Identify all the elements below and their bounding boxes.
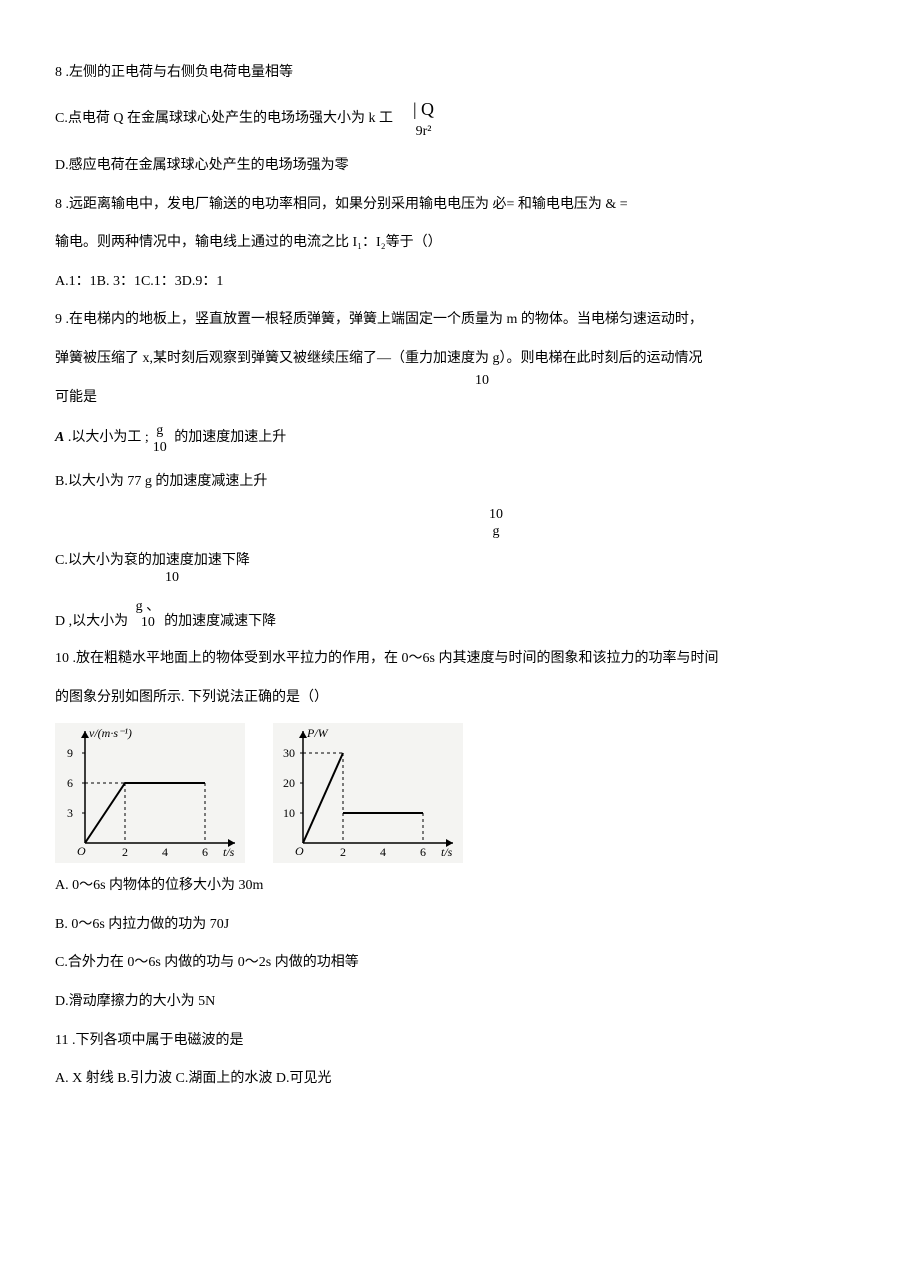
svg-text:4: 4 <box>380 845 386 859</box>
svg-text:6: 6 <box>67 776 73 790</box>
frac-bot: 10 <box>136 615 161 632</box>
q9-opt-a: A .以大小为工 ; g 10 的加速度加速上升 <box>55 423 865 457</box>
svg-text:v/(m·s⁻¹): v/(m·s⁻¹) <box>89 726 132 740</box>
q11-options: A. X 射线 B.引力波 C.湖面上的水波 D.可见光 <box>55 1066 865 1093</box>
q9-stem-3: 可能是 <box>55 385 865 412</box>
frac-top: | Q <box>413 99 434 121</box>
frac-g-10-a: g 10 <box>153 423 167 457</box>
svg-text:2: 2 <box>340 845 346 859</box>
q8-options: A.1：1B. 3：1C.1：3D.9：1 <box>55 269 865 296</box>
svg-text:3: 3 <box>67 806 73 820</box>
svg-text:10: 10 <box>283 806 295 820</box>
q10-stem-2: 的图象分别如图所示. 下列说法正确的是（） <box>55 685 865 712</box>
svg-text:6: 6 <box>420 845 426 859</box>
frac-top: 10 <box>489 507 503 524</box>
opt-c-text: C.以大小为袞的加速度加速下降 <box>55 553 250 568</box>
frac-top: g 、 <box>136 599 161 616</box>
opt-c-10: 10 <box>55 570 179 585</box>
q9-stem-2b: 10 <box>475 368 489 395</box>
frac-bot: 10 <box>153 440 167 457</box>
q9-opt-b: B.以大小为 77 g 的加速度减速上升 <box>55 469 865 496</box>
q8-stem-2: 输电。则两种情况中，输电线上通过的电流之比 I₁：I₂等于（） <box>55 230 865 257</box>
svg-text:O: O <box>295 844 304 858</box>
svg-text:t/s: t/s <box>441 845 453 859</box>
svg-text:9: 9 <box>67 746 73 760</box>
opt-d-text1: D ,以大小为 <box>55 613 132 628</box>
opt-d-text2: 的加速度减速下降 <box>164 613 276 628</box>
power-time-chart: 10 20 30 2 4 6 O P/W t/s <box>273 723 463 863</box>
q10-opt-b: B. 0～6s 内拉力做的功为 70J <box>55 912 865 939</box>
q8-stem-1: 8 .远距离输电中，发电厂输送的电功率相同，如果分别采用输电电压为 必= 和输电… <box>55 192 865 219</box>
q10-stem-1: 10 .放在粗糙水平地面上的物体受到水平拉力的作用，在 0～6s 内其速度与时间… <box>55 646 865 673</box>
q9-frac-10g: 10 g <box>55 507 865 541</box>
frac-10-g: 10 g <box>489 507 503 541</box>
velocity-time-chart: 3 6 9 2 4 6 O v/(m·s⁻¹) t/s <box>55 723 245 863</box>
line-c-text: C.点电荷 Q 在金属球球心处产生的电场场强大小为 k 工 <box>55 106 393 133</box>
charts-container: 3 6 9 2 4 6 O v/(m·s⁻¹) t/s <box>55 723 865 863</box>
q9-stem-2a: 弹簧被压缩了 x,某时刻后观察到弹簧又被继续压缩了—（重力加速度为 g）。则电梯… <box>55 351 703 366</box>
line-8b: 8 .左侧的正电荷与右侧负电荷电量相等 <box>55 60 865 87</box>
opt-a-text1: .以大小为工 ; <box>64 430 148 445</box>
frac-bot: g <box>489 524 503 541</box>
frac-top: g <box>153 423 167 440</box>
line-c: C.点电荷 Q 在金属球球心处产生的电场场强大小为 k 工 | Q 9r² <box>55 99 865 141</box>
label-a: A <box>55 430 64 445</box>
line-d: D.感应电荷在金属球球心处产生的电场场强为零 <box>55 153 865 180</box>
q9-stem-1: 9 .在电梯内的地板上，竖直放置一根轻质弹簧，弹簧上端固定一个质量为 m 的物体… <box>55 307 865 334</box>
frac-g-10-d: g 、 10 <box>136 599 161 633</box>
fraction-kq-9r2: | Q 9r² <box>413 99 434 141</box>
q9-opt-d: D ,以大小为 g 、 10 的加速度减速下降 <box>55 599 865 633</box>
svg-text:20: 20 <box>283 776 295 790</box>
q10-opt-c: C.合外力在 0～6s 内做的功与 0～2s 内做的功相等 <box>55 950 865 977</box>
svg-text:30: 30 <box>283 746 295 760</box>
opt-a-text2: 的加速度加速上升 <box>171 430 287 445</box>
frac-bot: 9r² <box>413 124 434 141</box>
svg-text:6: 6 <box>202 845 208 859</box>
q10-opt-d: D.滑动摩擦力的大小为 5N <box>55 989 865 1016</box>
q10-opt-a: A. 0～6s 内物体的位移大小为 30m <box>55 873 865 900</box>
svg-text:P/W: P/W <box>306 726 329 740</box>
q9-opt-c: C.以大小为袞的加速度加速下降 10 <box>55 553 865 587</box>
q11-stem: 11 .下列各项中属于电磁波的是 <box>55 1028 865 1055</box>
svg-text:4: 4 <box>162 845 168 859</box>
q9-stem-2: 弹簧被压缩了 x,某时刻后观察到弹簧又被继续压缩了—（重力加速度为 g）。则电梯… <box>55 346 865 373</box>
svg-text:O: O <box>77 844 86 858</box>
svg-text:2: 2 <box>122 845 128 859</box>
svg-text:t/s: t/s <box>223 845 235 859</box>
